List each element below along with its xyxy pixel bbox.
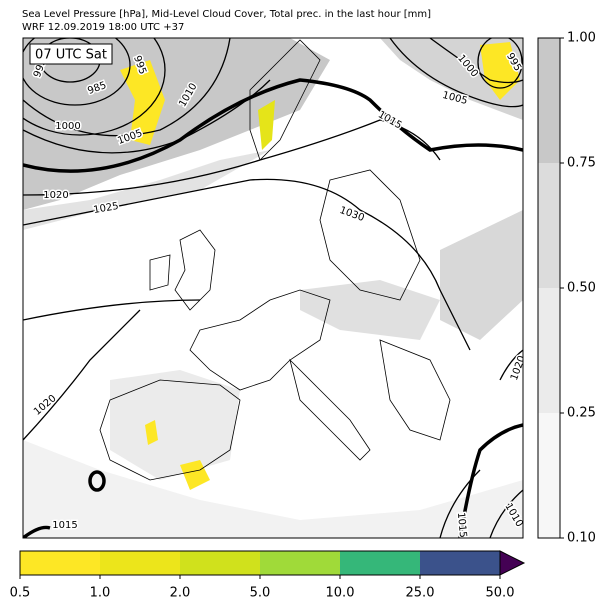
colorbar-tick-label: 2.0	[170, 586, 191, 601]
time-label: 07 UTC Sat	[35, 48, 107, 63]
colorbar-segment	[538, 288, 560, 413]
isobar-label: 1015	[455, 512, 468, 538]
title-line: Sea Level Pressure [hPa], Mid-Level Clou…	[22, 9, 431, 20]
isobar-label: 1015	[52, 520, 77, 531]
colorbar-segment	[260, 551, 340, 575]
colorbar-tick-label: 0.25	[567, 406, 596, 421]
colorbar-tick-label: 25.0	[406, 586, 435, 601]
isobar-label: 1020	[43, 190, 68, 201]
isobar-label: 1000	[55, 121, 80, 132]
colorbar-segment	[20, 551, 100, 575]
colorbar-tick-label: 5.0	[250, 586, 271, 601]
colorbar-extension	[499, 550, 526, 576]
colorbar-segment	[420, 551, 500, 575]
colorbar-tick-label: 1.0	[90, 586, 111, 601]
colorbar-tick-label: 0.50	[567, 281, 596, 296]
title-line: WRF 12.09.2019 18:00 UTC +37	[22, 22, 184, 33]
colorbar-tick-label: 0.5	[10, 586, 31, 601]
colorbar-segment	[538, 413, 560, 538]
colorbar-segment	[538, 163, 560, 288]
colorbar-tick-label: 10.0	[326, 586, 355, 601]
colorbar-tick-label: 0.75	[567, 156, 596, 171]
colorbar-tick-label: 50.0	[486, 586, 515, 601]
colorbar-segment	[538, 38, 560, 163]
colorbar-segment	[180, 551, 260, 575]
colorbar-segment	[340, 551, 420, 575]
colorbar-segment	[100, 551, 180, 575]
cloud-colorbar: 0.10 0.25 0.50 0.75 1.00	[537, 31, 596, 546]
colorbar-tick-label: 0.10	[567, 531, 596, 546]
colorbar-tick-label: 1.00	[567, 31, 596, 46]
precip-colorbar: 0.5 1.0 2.0 5.0 10.0 25.0 50.0	[10, 550, 526, 601]
